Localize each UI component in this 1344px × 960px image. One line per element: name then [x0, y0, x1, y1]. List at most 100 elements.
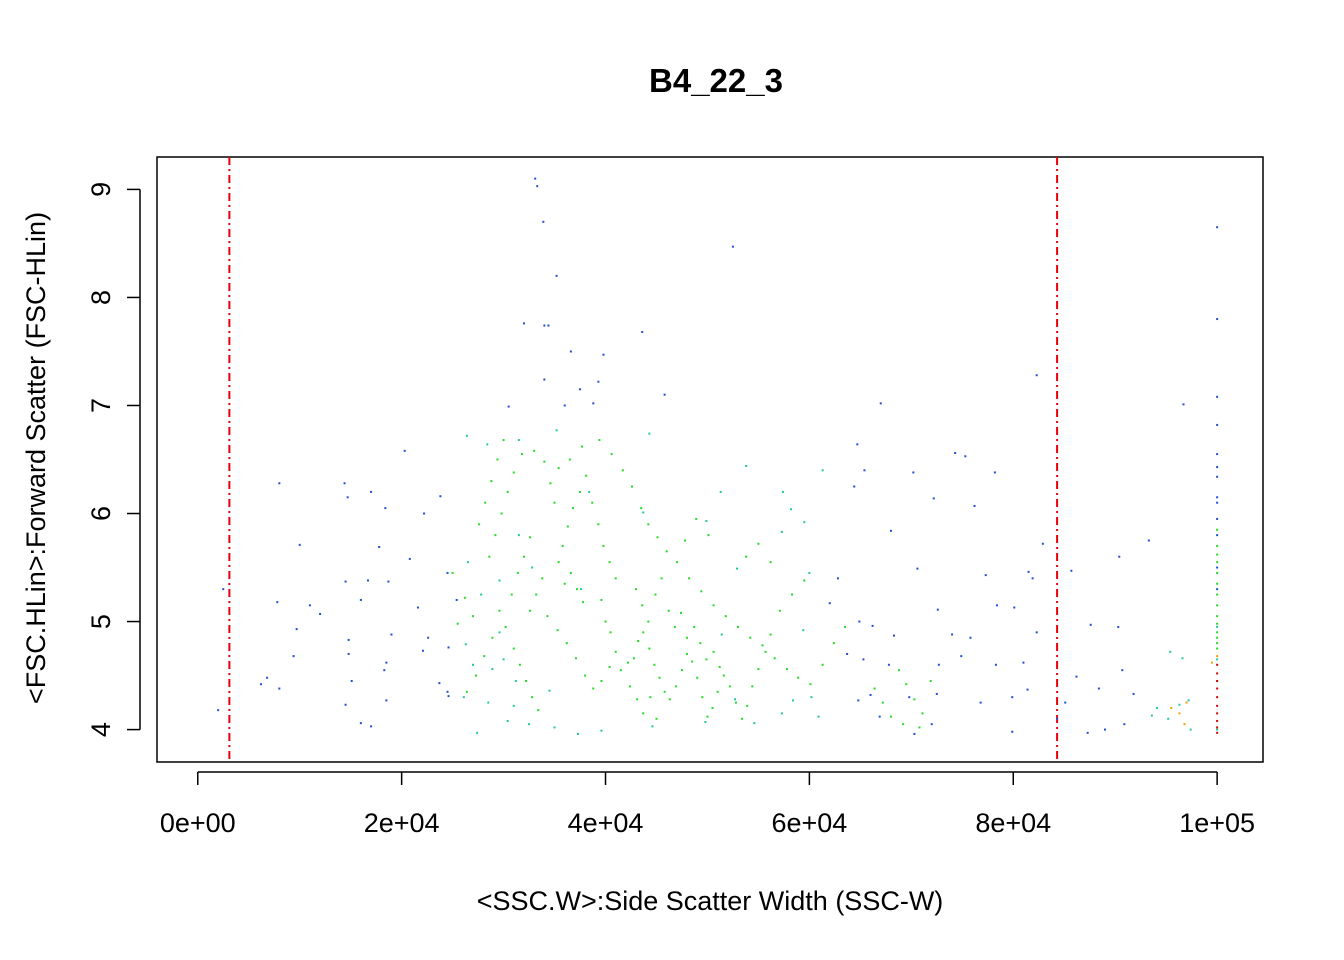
cluster-point-54 — [565, 642, 568, 645]
cluster-point-127 — [832, 642, 835, 645]
cluster-point-70 — [699, 642, 702, 645]
cluster-point-39 — [571, 507, 574, 510]
cluster-point-109 — [631, 485, 634, 488]
data-point-163 — [1132, 692, 1135, 695]
cluster-point-111 — [647, 523, 650, 526]
cluster-point-159 — [1216, 582, 1219, 585]
cluster-point-100 — [502, 439, 505, 442]
data-point-16 — [579, 388, 582, 391]
y-axis: 4 5 6 7 8 9 — [86, 182, 141, 737]
cluster-point-80 — [518, 663, 521, 666]
data-point-94 — [416, 606, 419, 609]
cluster-point-63 — [654, 593, 657, 596]
warm-point-0 — [1216, 655, 1219, 658]
data-point-133 — [994, 663, 997, 666]
data-point-138 — [1169, 650, 1172, 653]
cluster-point-23 — [722, 674, 725, 677]
data-point-87 — [498, 579, 501, 582]
data-point-54 — [790, 508, 793, 511]
data-point-166 — [1187, 699, 1190, 702]
data-point-53 — [781, 490, 784, 493]
y-tick-label-1: 5 — [86, 614, 116, 629]
cluster-point-143 — [463, 596, 466, 599]
cluster-point-112 — [656, 536, 659, 539]
x-tick-label-0: 0e+00 — [160, 808, 236, 838]
cluster-point-110 — [640, 507, 643, 510]
data-point-108 — [464, 643, 467, 646]
cluster-point-140 — [483, 655, 486, 658]
data-point-114 — [892, 634, 895, 637]
x-tick-label-1: 2e+04 — [364, 808, 440, 838]
cluster-point-117 — [712, 604, 715, 607]
data-point-8 — [543, 324, 546, 327]
data-point-156 — [869, 694, 872, 697]
data-point-21 — [879, 402, 882, 405]
cluster-point-18 — [696, 676, 699, 679]
cluster-point-51 — [529, 609, 532, 612]
data-point-44 — [370, 490, 373, 493]
data-point-137 — [1121, 669, 1124, 672]
data-point-134 — [1022, 661, 1025, 664]
data-point-14 — [543, 378, 546, 381]
cluster-point-120 — [749, 636, 752, 639]
cluster-point-49 — [541, 577, 544, 580]
x-axis: 0e+00 2e+04 4e+04 6e+04 8e+04 1e+05 — [160, 771, 1255, 838]
data-point-52 — [719, 490, 722, 493]
data-point-141 — [259, 683, 262, 686]
data-point-186 — [1011, 730, 1014, 733]
data-point-173 — [506, 719, 509, 722]
cluster-point-126 — [821, 663, 824, 666]
cluster-point-157 — [1216, 561, 1219, 564]
data-point-71 — [1118, 555, 1121, 558]
data-point-24 — [1216, 423, 1219, 426]
cluster-point-72 — [712, 650, 715, 653]
data-point-69 — [1041, 542, 1044, 545]
cluster-point-101 — [533, 449, 536, 452]
cluster-point-31 — [769, 633, 772, 636]
data-point-158 — [935, 692, 938, 695]
data-point-187 — [1056, 717, 1059, 720]
cluster-point-53 — [556, 629, 559, 632]
data-point-136 — [1097, 687, 1100, 690]
data-point-145 — [383, 669, 386, 672]
data-point-81 — [222, 588, 225, 591]
data-point-125 — [472, 663, 474, 666]
cluster-point-147 — [905, 683, 908, 686]
cluster-point-95 — [520, 453, 523, 456]
data-point-103 — [295, 628, 298, 631]
data-point-143 — [278, 687, 281, 690]
cluster-point-161 — [1216, 604, 1219, 607]
cluster-point-4 — [619, 669, 622, 672]
data-point-27 — [856, 443, 859, 446]
data-point-47 — [1216, 496, 1219, 499]
data-point-110 — [502, 658, 505, 661]
data-point-174 — [528, 723, 531, 726]
data-point-104 — [347, 638, 350, 641]
y-tick-label-3: 7 — [86, 398, 116, 413]
cluster-point-160 — [1216, 593, 1219, 596]
data-point-171 — [447, 695, 450, 698]
cluster-point-145 — [451, 571, 454, 574]
data-point-15 — [597, 380, 600, 383]
cluster-point-89 — [529, 536, 532, 539]
data-point-34 — [403, 449, 406, 452]
y-tick-label-2: 6 — [86, 506, 116, 521]
cluster-point-35 — [582, 601, 585, 604]
data-point-117 — [1035, 631, 1038, 634]
plot-frame — [156, 156, 1264, 763]
data-point-28 — [486, 443, 489, 446]
data-point-142 — [266, 676, 269, 679]
data-point-57 — [423, 512, 426, 515]
data-point-50 — [973, 504, 976, 507]
warm-point-2 — [1185, 701, 1188, 704]
cluster-point-164 — [1216, 631, 1219, 634]
x-tick-label-2: 4e+04 — [568, 808, 644, 838]
cluster-point-73 — [718, 665, 721, 668]
cluster-point-96 — [478, 523, 481, 526]
cluster-point-108 — [621, 469, 624, 472]
cluster-point-104 — [568, 458, 571, 461]
data-point-161 — [1026, 688, 1029, 691]
cluster-point-77 — [649, 696, 652, 699]
cluster-point-76 — [642, 712, 645, 715]
cluster-point-17 — [691, 660, 694, 663]
